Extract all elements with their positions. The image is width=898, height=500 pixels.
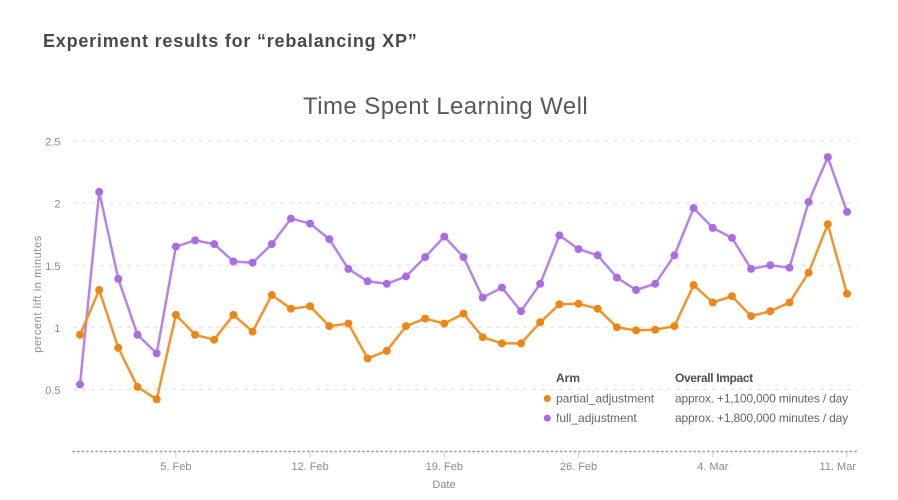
svg-text:1: 1	[54, 323, 60, 335]
svg-text:26. Feb: 26. Feb	[560, 461, 597, 473]
svg-text:11. Mar: 11. Mar	[820, 461, 857, 473]
svg-text:12. Feb: 12. Feb	[291, 461, 328, 473]
svg-text:percent lift in minutes: percent lift in minutes	[32, 235, 44, 353]
svg-text:partial_adjustment: partial_adjustment	[556, 391, 655, 405]
svg-text:Date: Date	[432, 479, 455, 491]
svg-text:2.5: 2.5	[45, 137, 60, 149]
svg-text:Overall Impact: Overall Impact	[675, 371, 753, 385]
svg-text:full_adjustment: full_adjustment	[556, 411, 637, 425]
svg-text:1.5: 1.5	[45, 261, 60, 273]
svg-text:5. Feb: 5. Feb	[160, 461, 191, 473]
svg-text:approx. +1,800,000 minutes / d: approx. +1,800,000 minutes / day	[675, 411, 848, 425]
svg-text:19. Feb: 19. Feb	[426, 461, 463, 473]
svg-text:Arm: Arm	[556, 371, 580, 385]
svg-text:4. Mar: 4. Mar	[697, 461, 729, 473]
svg-text:approx. +1,100,000 minutes / d: approx. +1,100,000 minutes / day	[675, 391, 848, 405]
svg-text:2: 2	[54, 199, 60, 211]
svg-text:0.5: 0.5	[45, 385, 60, 397]
